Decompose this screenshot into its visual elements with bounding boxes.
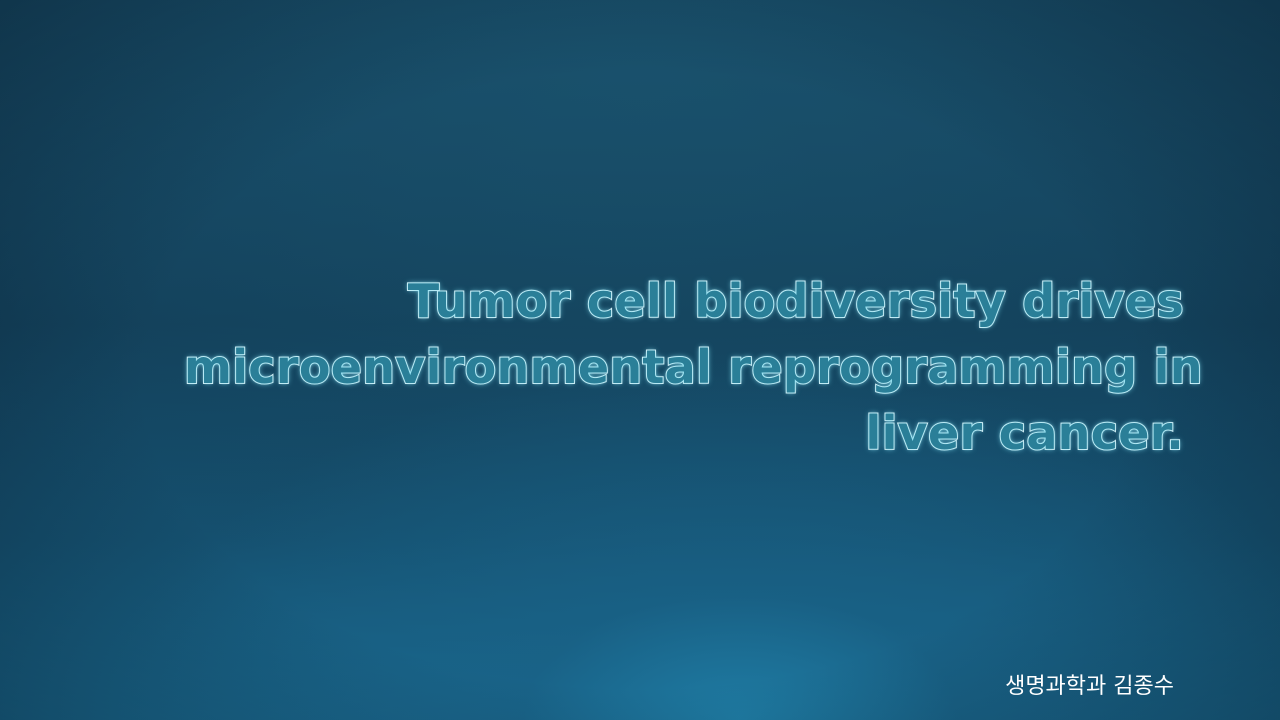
slide-title-line-1: Tumor cell biodiversity drives bbox=[407, 273, 1185, 329]
slide-title-line-2: microenvironmental reprogramming in bbox=[183, 339, 1203, 395]
slide-title: Tumor cell biodiversity drives microenvi… bbox=[183, 268, 1203, 466]
slide-author: 생명과학과 김종수 bbox=[1005, 674, 1174, 699]
slide-title-line-3: liver cancer. bbox=[865, 405, 1185, 461]
